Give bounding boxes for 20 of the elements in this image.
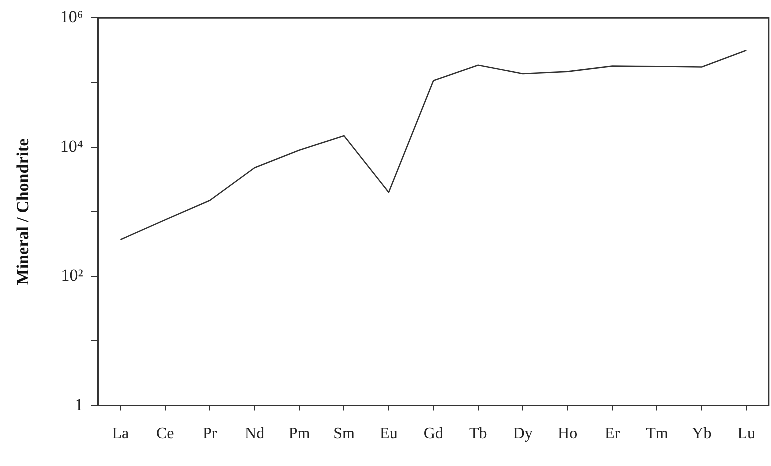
x-tick-label: Ce [156,426,174,443]
x-tick-label: Sm [334,426,356,443]
x-tick-label: Er [604,426,621,443]
x-tick-label: Lu [738,426,756,443]
x-tick-label: Nd [245,426,265,443]
y-tick-label: 10⁶ [60,8,84,27]
x-tick-label: Tm [646,426,669,443]
x-tick-label: Ho [558,426,578,443]
y-tick-label: 1 [74,395,84,414]
y-tick-label: 10² [61,266,84,286]
x-tick-label: Dy [513,426,533,443]
x-tick-label: Yb [692,426,712,443]
y-axis-title: Mineral / Chondrite [14,138,33,286]
x-tick-label: Pm [288,426,311,443]
x-tick-label: Eu [380,426,398,443]
x-tick-label: Tb [469,426,488,443]
y-tick-label: 10⁴ [60,136,84,156]
x-tick-label: La [112,426,130,443]
x-tick-label: Pr [202,426,218,443]
x-tick-label: Gd [424,426,444,443]
